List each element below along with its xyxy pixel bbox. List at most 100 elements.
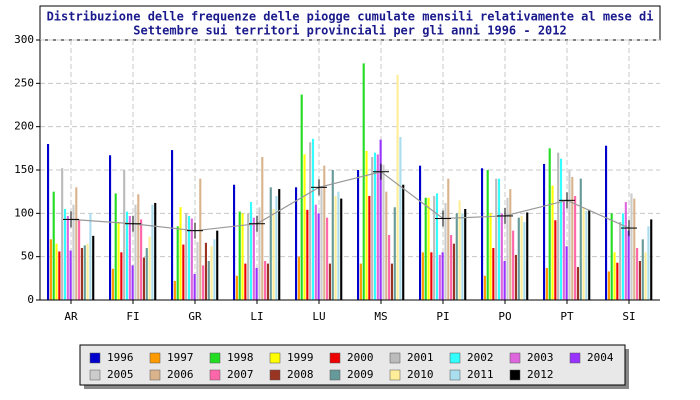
bar xyxy=(47,144,50,300)
bar xyxy=(517,217,520,300)
legend-swatch xyxy=(269,352,281,364)
legend-swatch xyxy=(389,352,401,364)
bar xyxy=(506,197,509,300)
bar xyxy=(320,187,323,300)
bar xyxy=(58,251,61,300)
bar xyxy=(435,193,439,300)
bar xyxy=(78,219,81,300)
bar xyxy=(238,211,241,300)
bar xyxy=(565,246,568,300)
x-tick-label: GR xyxy=(188,310,202,323)
bar xyxy=(244,263,247,300)
bar xyxy=(636,248,639,300)
y-tick-label: 100 xyxy=(14,206,34,219)
bar xyxy=(607,271,610,300)
bar xyxy=(145,248,148,300)
bar xyxy=(258,207,261,300)
legend-swatch xyxy=(209,352,221,364)
bar xyxy=(613,252,616,300)
legend-label: 2006 xyxy=(167,368,194,381)
bar xyxy=(247,213,250,300)
x-tick-label: AR xyxy=(64,310,78,323)
bar xyxy=(252,217,255,300)
bar xyxy=(444,202,447,300)
bar xyxy=(393,207,396,300)
x-tick-label: MS xyxy=(374,310,387,323)
bar xyxy=(185,213,188,300)
bar xyxy=(644,252,647,300)
y-tick-label: 50 xyxy=(21,250,34,263)
legend-label: 1998 xyxy=(227,351,254,364)
legend-label: 2003 xyxy=(527,351,554,364)
bar xyxy=(314,204,317,300)
bar xyxy=(204,242,207,300)
bar xyxy=(486,170,489,300)
legend-swatch xyxy=(209,369,221,381)
bar xyxy=(202,265,205,300)
x-tick-label: PO xyxy=(498,310,511,323)
bar xyxy=(621,213,625,300)
bar xyxy=(309,142,312,300)
bar xyxy=(447,178,450,300)
legend-label: 2011 xyxy=(467,368,494,381)
bar xyxy=(52,191,55,300)
bar xyxy=(588,209,591,300)
legend-label: 2004 xyxy=(587,351,614,364)
bar xyxy=(151,204,154,300)
bar xyxy=(49,239,52,300)
bar xyxy=(154,202,157,300)
y-tick-label: 150 xyxy=(14,163,34,176)
bar xyxy=(419,165,422,300)
bar xyxy=(125,211,129,300)
bar xyxy=(216,230,219,300)
bar xyxy=(123,170,126,300)
bar xyxy=(75,187,78,300)
legend-label: 2005 xyxy=(107,368,134,381)
bar xyxy=(272,209,275,300)
legend-swatch xyxy=(389,369,401,381)
bar xyxy=(80,248,83,300)
y-tick-label: 0 xyxy=(27,293,34,306)
bar xyxy=(171,150,174,300)
bar xyxy=(492,248,495,300)
legend-label: 1997 xyxy=(167,351,194,364)
bar xyxy=(455,213,458,300)
bar xyxy=(638,261,641,300)
bar xyxy=(233,184,236,300)
legend-swatch xyxy=(569,352,581,364)
bar xyxy=(357,170,360,300)
bar xyxy=(641,239,644,300)
bar xyxy=(624,202,627,300)
legend-label: 2001 xyxy=(407,351,434,364)
legend-label: 2010 xyxy=(407,368,434,381)
bar xyxy=(464,209,467,300)
legend-swatch xyxy=(149,352,161,364)
bar xyxy=(86,243,89,300)
bar xyxy=(481,168,484,300)
legend-label: 2008 xyxy=(287,368,314,381)
y-tick-label: 200 xyxy=(14,120,34,133)
y-tick-label: 250 xyxy=(14,76,34,89)
bar xyxy=(306,209,309,300)
x-tick-label: SI xyxy=(622,310,635,323)
bar xyxy=(303,154,306,300)
bar xyxy=(610,213,613,300)
bar xyxy=(571,176,574,300)
bar xyxy=(83,245,86,300)
x-tick-label: LI xyxy=(250,310,263,323)
bar xyxy=(114,193,117,300)
bar xyxy=(142,257,145,300)
bar xyxy=(619,222,622,300)
legend-swatch xyxy=(509,352,521,364)
bar xyxy=(424,197,427,300)
bar xyxy=(323,165,326,300)
bar xyxy=(317,213,320,300)
bar xyxy=(213,239,216,300)
legend-label: 2009 xyxy=(347,368,374,381)
bar xyxy=(526,212,529,300)
legend-swatch xyxy=(449,369,461,381)
legend xyxy=(79,344,626,386)
chart-title: Settembre sui territori provinciali per … xyxy=(133,24,566,38)
